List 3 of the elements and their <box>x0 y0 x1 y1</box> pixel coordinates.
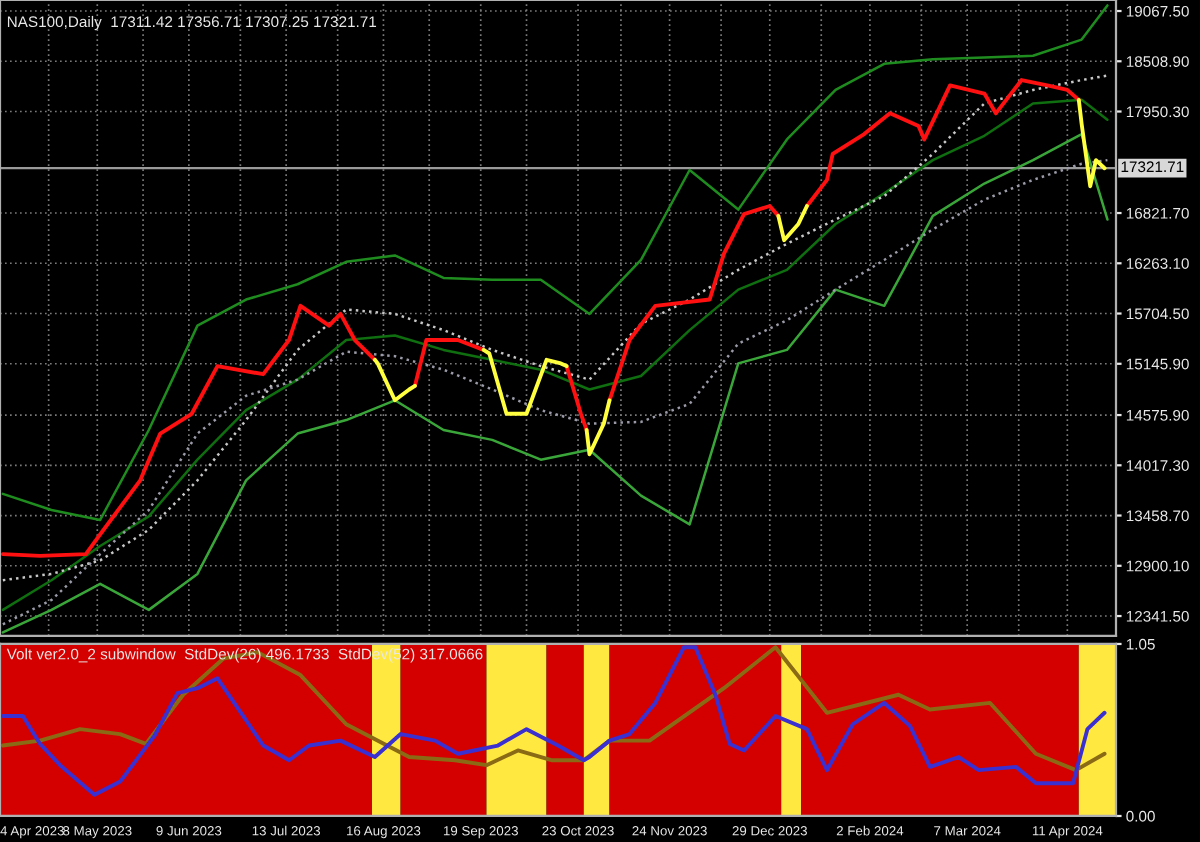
line-series <box>0 645 1107 773</box>
line-series <box>1 4 1109 522</box>
line-series <box>0 645 1107 797</box>
